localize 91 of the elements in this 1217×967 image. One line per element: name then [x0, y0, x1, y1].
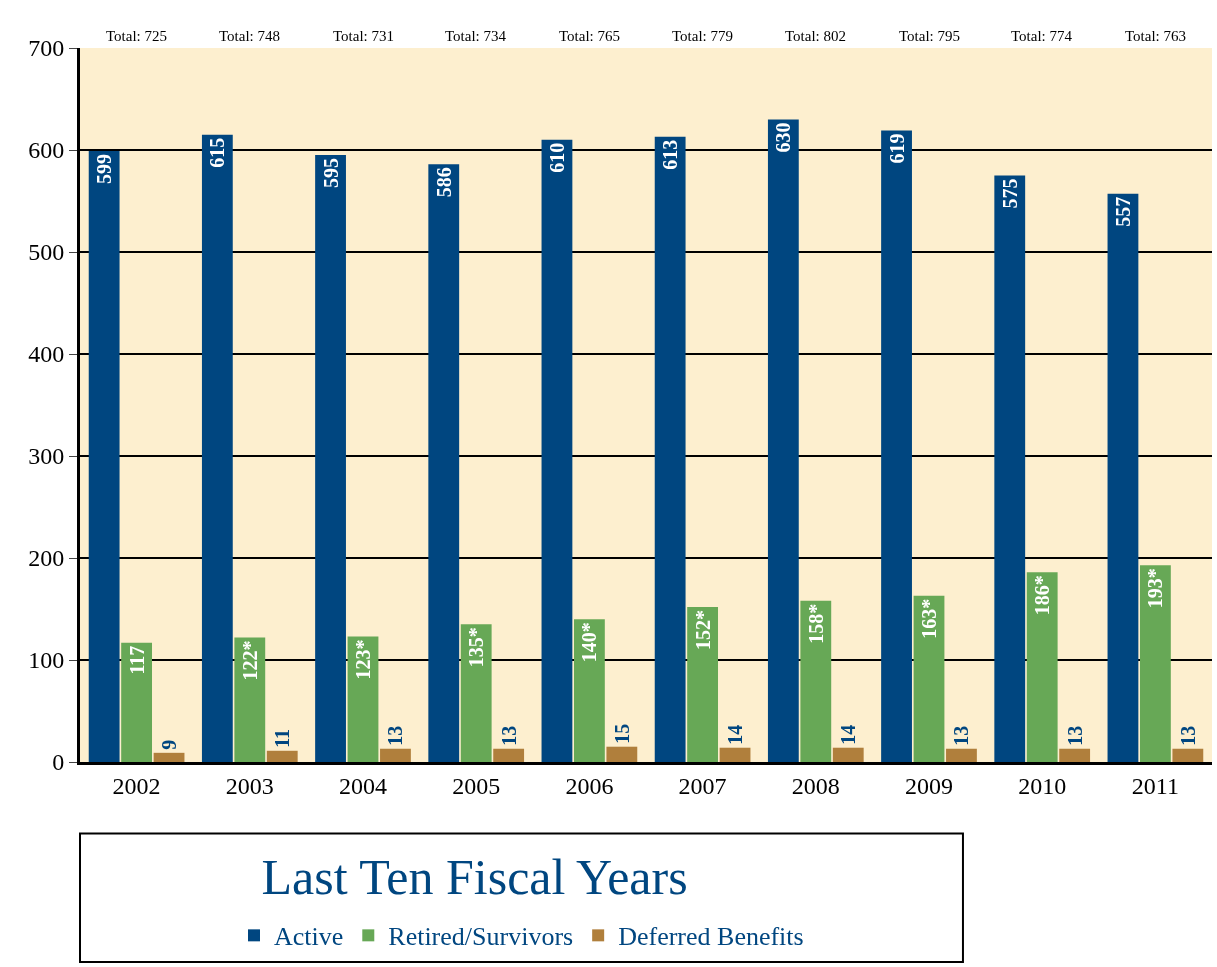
- bar: [266, 750, 298, 762]
- bar: [1139, 565, 1171, 762]
- legend-label: Deferred Benefits: [618, 922, 804, 952]
- text: Total: 779: [672, 28, 734, 44]
- bar: [1026, 572, 1058, 762]
- bar: [767, 119, 799, 762]
- data-label: 15: [610, 723, 633, 744]
- bar: [121, 642, 153, 762]
- bar: [153, 752, 185, 762]
- data-label: 615: [206, 137, 229, 168]
- text: Total: 802: [785, 28, 847, 44]
- bar: [234, 637, 266, 762]
- text: Total: 795: [899, 28, 961, 44]
- bar: [654, 136, 686, 762]
- data-label: 557: [1111, 196, 1134, 227]
- bar: [1107, 193, 1139, 762]
- data-label: 619: [885, 133, 908, 164]
- data-label: 140*: [578, 622, 601, 663]
- bar: [994, 175, 1026, 762]
- bar: [541, 139, 573, 762]
- data-label: 630: [772, 122, 795, 153]
- text: Total: 725: [106, 28, 168, 44]
- data-label: 599: [93, 154, 116, 185]
- bar: [201, 134, 233, 762]
- bar: [1172, 748, 1204, 762]
- data-label: 13: [1176, 725, 1199, 746]
- data-label: 14: [837, 724, 860, 745]
- legend-label: Active: [273, 922, 344, 952]
- data-label: 13: [950, 725, 973, 746]
- bar: [687, 606, 719, 762]
- data-label: 186*: [1031, 575, 1054, 616]
- bar: [380, 748, 411, 762]
- data-label: 135*: [465, 627, 488, 668]
- y-tick-label: 500: [28, 239, 65, 266]
- data-label: 9: [158, 739, 181, 750]
- data-label: 117: [125, 645, 148, 675]
- data-label: 152*: [691, 609, 714, 650]
- y-tick-label: 600: [28, 137, 65, 164]
- x-tick-label: 2007: [678, 772, 727, 799]
- bar: [88, 151, 120, 762]
- y-tick-label: 400: [28, 341, 65, 368]
- x-tick-label: 2003: [225, 772, 274, 799]
- data-label: 14: [724, 724, 747, 745]
- bar: [800, 600, 832, 762]
- data-label: 586: [432, 167, 455, 198]
- data-label: 13: [497, 725, 520, 746]
- data-label: 575: [998, 178, 1021, 209]
- bar: [573, 619, 605, 762]
- bar: [719, 747, 751, 762]
- bar: [315, 155, 346, 762]
- legend-label: Retired/Survivors: [388, 922, 574, 952]
- bar: [606, 746, 638, 762]
- data-label: 158*: [804, 603, 827, 644]
- text: Last Ten Fiscal Years: [261, 849, 688, 906]
- y-tick-label: 0: [52, 749, 65, 776]
- data-label: 163*: [918, 598, 940, 639]
- y-tick-label: 100: [28, 647, 65, 674]
- data-label: 610: [545, 142, 568, 173]
- text: Total: 731: [333, 28, 395, 44]
- text: Total: 748: [219, 28, 281, 44]
- text: Total: 734: [445, 28, 507, 44]
- bar: [460, 624, 492, 762]
- x-tick-label: 2004: [339, 772, 387, 799]
- bar: [493, 748, 525, 762]
- data-label: 193*: [1144, 568, 1167, 609]
- x-tick-label: 2010: [1018, 772, 1067, 799]
- data-label: 13: [384, 725, 407, 746]
- y-tick-label: 200: [28, 545, 65, 572]
- bar: [428, 164, 460, 762]
- x-tick-label: 2005: [452, 772, 501, 799]
- text: Total: 763: [1125, 28, 1187, 44]
- x-tick-label: 2011: [1131, 772, 1179, 799]
- data-label: 11: [271, 728, 294, 748]
- text: Total: 765: [559, 28, 621, 44]
- x-tick-label: 2006: [565, 772, 614, 799]
- bar: [913, 595, 945, 762]
- x-tick-label: 2009: [905, 772, 953, 799]
- x-tick-label: 2002: [112, 772, 161, 799]
- bar: [881, 130, 912, 762]
- data-label: 595: [319, 158, 342, 189]
- y-tick-label: 300: [28, 443, 65, 470]
- bar: [832, 747, 864, 762]
- bar: [1059, 748, 1091, 762]
- data-label: 613: [659, 139, 682, 170]
- x-tick-label: 2008: [791, 772, 840, 799]
- y-tick-label: 700: [28, 35, 65, 62]
- data-label: 122*: [238, 640, 261, 681]
- text: Total: 774: [1011, 28, 1073, 44]
- data-label: 13: [1063, 725, 1086, 746]
- bar: [946, 748, 977, 762]
- data-label: 123*: [352, 639, 374, 680]
